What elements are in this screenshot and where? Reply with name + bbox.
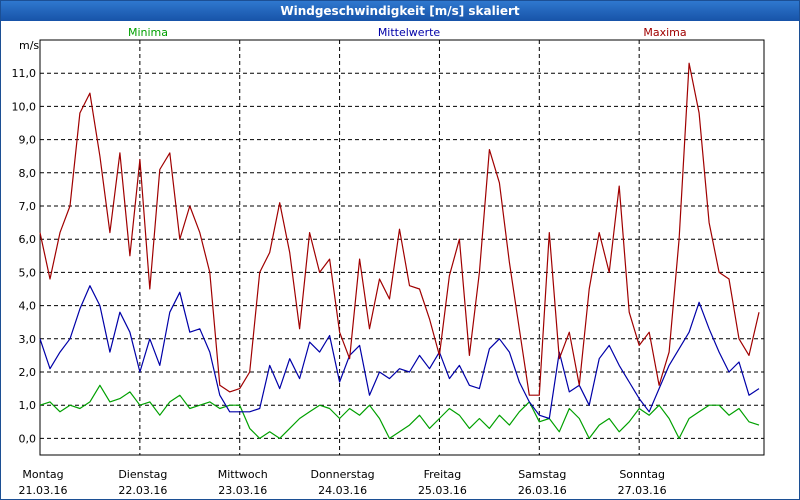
window-title: Windgeschwindigkeit [m/s] skaliert: [1, 1, 799, 21]
x-day-name: Sonntag: [619, 468, 665, 481]
x-day-name: Samstag: [518, 468, 566, 481]
x-day-date: 27.03.16: [618, 484, 667, 497]
y-tick-label: 8,0: [19, 167, 37, 180]
y-tick-label: 11,0: [12, 67, 37, 80]
x-day-name: Montag: [22, 468, 63, 481]
plot-area: [39, 39, 765, 456]
series-lines: [39, 62, 760, 439]
x-day-date: 23.03.16: [218, 484, 267, 497]
x-day-date: 21.03.16: [19, 484, 68, 497]
y-tick-label: 5,0: [19, 266, 37, 279]
x-day-name: Freitag: [424, 468, 462, 481]
y-axis-unit: m/s: [19, 39, 39, 52]
x-day-date: 25.03.16: [418, 484, 467, 497]
series-line-min: [39, 384, 760, 439]
legend: Minima Mittelwerte Maxima: [128, 26, 687, 39]
x-day-date: 26.03.16: [518, 484, 567, 497]
series-line-mean: [39, 285, 760, 420]
legend-min: Minima: [128, 26, 168, 39]
legend-mean: Mittelwerte: [378, 26, 441, 39]
y-tick-label: 3,0: [19, 333, 37, 346]
y-tick-label: 9,0: [19, 134, 37, 147]
x-day-name: Mittwoch: [218, 468, 268, 481]
x-day-name: Dienstag: [118, 468, 167, 481]
y-tick-label: 10,0: [12, 100, 37, 113]
y-tick-label: 4,0: [19, 300, 37, 313]
x-day-name: Donnerstag: [310, 468, 374, 481]
y-tick-label: 0,0: [19, 432, 37, 445]
y-tick-label: 7,0: [19, 200, 37, 213]
grid-lines: [40, 40, 764, 455]
x-day-date: 24.03.16: [318, 484, 367, 497]
x-day-date: 22.03.16: [118, 484, 167, 497]
wind-speed-chart: m/s 0,0 1,0 2,0 3,0 4,0 5,0 6,0 7,0 8,0 9,0 10,0 11,…: [12, 26, 765, 497]
y-tick-label: 1,0: [19, 399, 37, 412]
legend-max: Maxima: [643, 26, 686, 39]
y-tick-label: 2,0: [19, 366, 37, 379]
series-line-max: [39, 62, 760, 396]
y-tick-label: 6,0: [19, 233, 37, 246]
x-axis: Montag 21.03.16 Dienstag 22.03.16 Mittwoch 23…: [19, 468, 667, 497]
y-axis: m/s 0,0 1,0 2,0 3,0 4,0 5,0 6,0 7,0 8,0 9,0 10,0 11,…: [12, 39, 40, 445]
